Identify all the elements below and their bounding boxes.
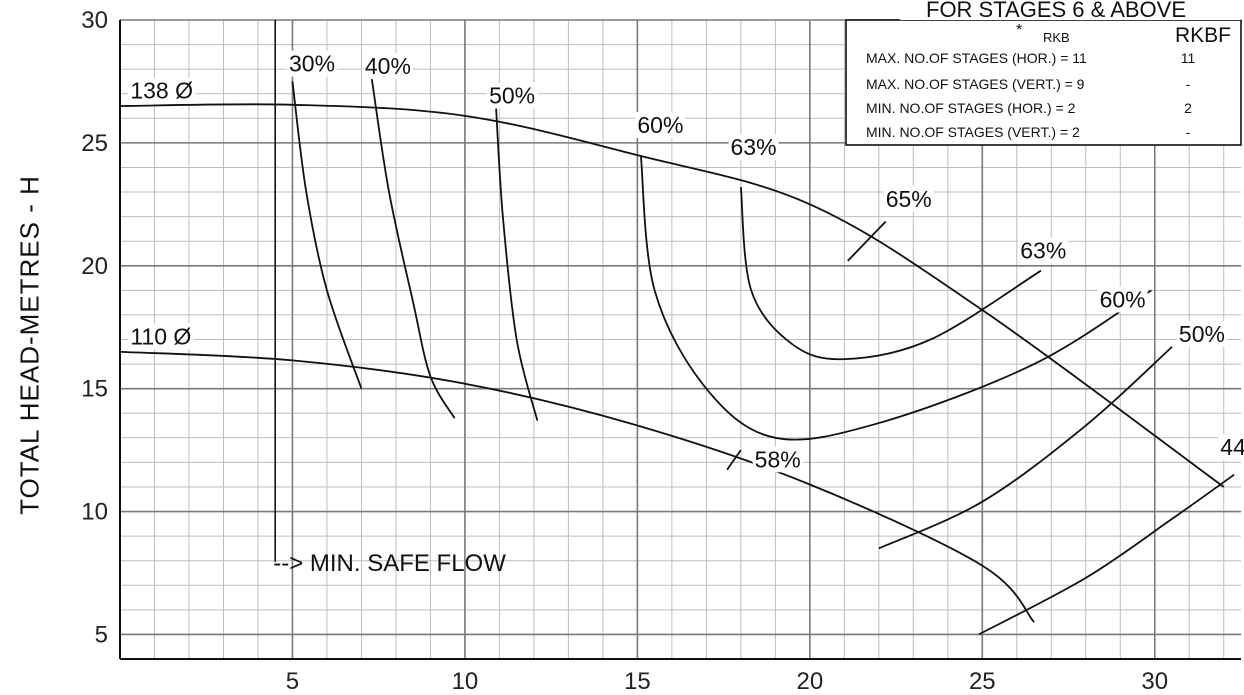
curve-label: 138 Ø <box>130 78 193 104</box>
curve-label: 65% <box>886 186 932 212</box>
tick-labels: 5 10 15 20 25 30 5 10 15 20 25 30 <box>81 7 1168 695</box>
efficiency-curve <box>370 78 456 419</box>
label-background <box>1097 286 1148 313</box>
stages-table-box <box>845 19 1242 146</box>
label-background <box>883 185 934 212</box>
label-background <box>128 77 196 104</box>
curve-label: 63% <box>731 134 777 160</box>
efficiency-curve <box>878 346 1173 550</box>
y-tick-label: 20 <box>81 253 108 280</box>
min-safe-flow-marker: --> MIN. SAFE FLOW <box>273 20 506 577</box>
curve-label: 110 Ø <box>130 323 191 349</box>
label-background <box>128 323 194 350</box>
curve-label: 40% <box>365 53 411 79</box>
stages-row-value: 2 <box>1184 100 1192 116</box>
curve-label: 58% <box>755 446 801 472</box>
y-tick-label: 5 <box>95 621 108 648</box>
impeller-curve <box>119 103 1225 488</box>
stages-row-label: MAX. NO.OF STAGES (VERT.) = 9 <box>866 76 1085 92</box>
y-tick-label: 10 <box>81 499 108 526</box>
label-background <box>1218 434 1244 461</box>
min-safe-flow-label: --> MIN. SAFE FLOW <box>273 550 506 577</box>
label-background <box>728 134 779 161</box>
efficiency-curve <box>639 155 1152 441</box>
curve-label: 63% <box>1020 237 1066 263</box>
label-background <box>635 112 686 139</box>
y-tick-label: 15 <box>81 376 108 403</box>
x-tick-label: 10 <box>452 668 479 695</box>
stages-row-value: - <box>1186 124 1191 140</box>
efficiency-curve <box>495 105 539 421</box>
axes <box>119 20 1241 660</box>
stages-table-heading: FOR STAGES 6 & ABOVE <box>926 0 1186 22</box>
stages-row-label: MAX. NO.OF STAGES (HOR.) = 11 <box>866 50 1087 66</box>
y-tick-label: 25 <box>81 130 108 157</box>
x-tick-label: 5 <box>286 668 299 695</box>
efficiency-curve <box>978 473 1235 636</box>
label-background <box>287 50 338 77</box>
label-background <box>752 446 803 473</box>
efficiency-curve <box>726 449 742 471</box>
efficiency-curve <box>739 187 1042 361</box>
stages-row-value: - <box>1186 76 1191 92</box>
x-tick-label: 25 <box>969 668 996 695</box>
impeller-curve <box>119 350 1035 623</box>
curves <box>119 78 1235 636</box>
stages-table: FOR STAGES 6 & ABOVE* RKB RKBF MAX. NO.OF S… <box>845 0 1242 146</box>
curve-labels: 138 Ø 110 Ø 30% 40% 50% 60% 63% 65% 63% 60% 50% 44%… <box>128 50 1244 473</box>
stages-row-label: MIN. NO.OF STAGES (VERT.) = 2 <box>866 124 1080 140</box>
label-background <box>487 82 538 109</box>
curve-label: 44% <box>1220 434 1244 460</box>
curve-label: 30% <box>289 51 335 77</box>
x-tick-label: 15 <box>624 668 651 695</box>
curve-label: 50% <box>1179 321 1225 347</box>
efficiency-curve <box>291 81 363 389</box>
x-tick-label: 20 <box>796 668 823 695</box>
stages-row-label: MIN. NO.OF STAGES (HOR.) = 2 <box>866 100 1076 116</box>
stages-heading-background <box>900 0 1241 20</box>
label-background <box>1018 237 1069 264</box>
stages-row-value: 11 <box>1181 50 1196 66</box>
curve-label: 60% <box>637 112 683 138</box>
curve-label: 60% <box>1100 287 1146 313</box>
stages-table-col1: RKB <box>1043 30 1070 45</box>
stages-table-star: * <box>1016 22 1022 39</box>
efficiency-curve <box>847 220 887 262</box>
label-background <box>1176 320 1227 347</box>
x-tick-label: 30 <box>1141 668 1168 695</box>
stages-table-col2: RKBF <box>1175 24 1231 47</box>
curve-label: 50% <box>489 83 535 109</box>
label-background <box>362 53 413 80</box>
y-tick-label: 30 <box>81 7 108 34</box>
